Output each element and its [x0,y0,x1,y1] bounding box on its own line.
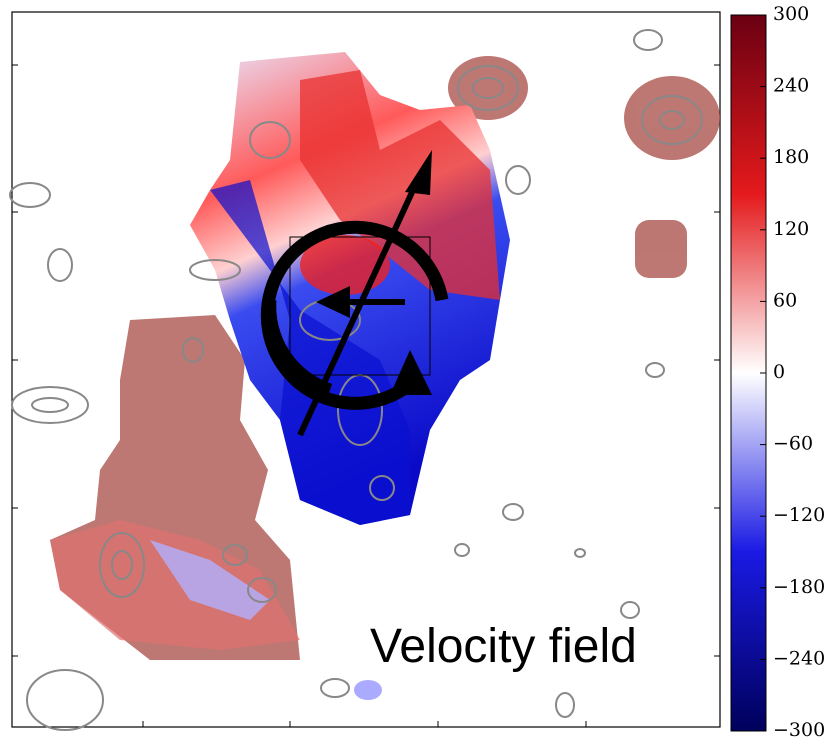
colorbar: 300 240 180 120 60 0 −60 −120 −180 −240 −300 [730,3,825,739]
colorbar-tick-label: −300 [773,719,825,739]
colorbar-tick-label: −120 [773,504,825,526]
annotation: Velocity field [370,620,637,673]
colorbar-tick-label: −180 [773,576,825,598]
colorbar-tick-label: 120 [773,218,809,240]
colorbar-tick-label: 180 [773,146,809,168]
colorbar-tick-label: 300 [773,3,809,25]
colorbar-tick-label: −60 [773,433,813,455]
colorbar-tick-label: 60 [773,289,797,311]
colorbar-tick-label: −240 [773,647,825,669]
colorbar-tick-label: 0 [773,361,785,383]
colorbar-tick-label: 240 [773,75,809,97]
map-panel: Velocity field [9,11,721,731]
